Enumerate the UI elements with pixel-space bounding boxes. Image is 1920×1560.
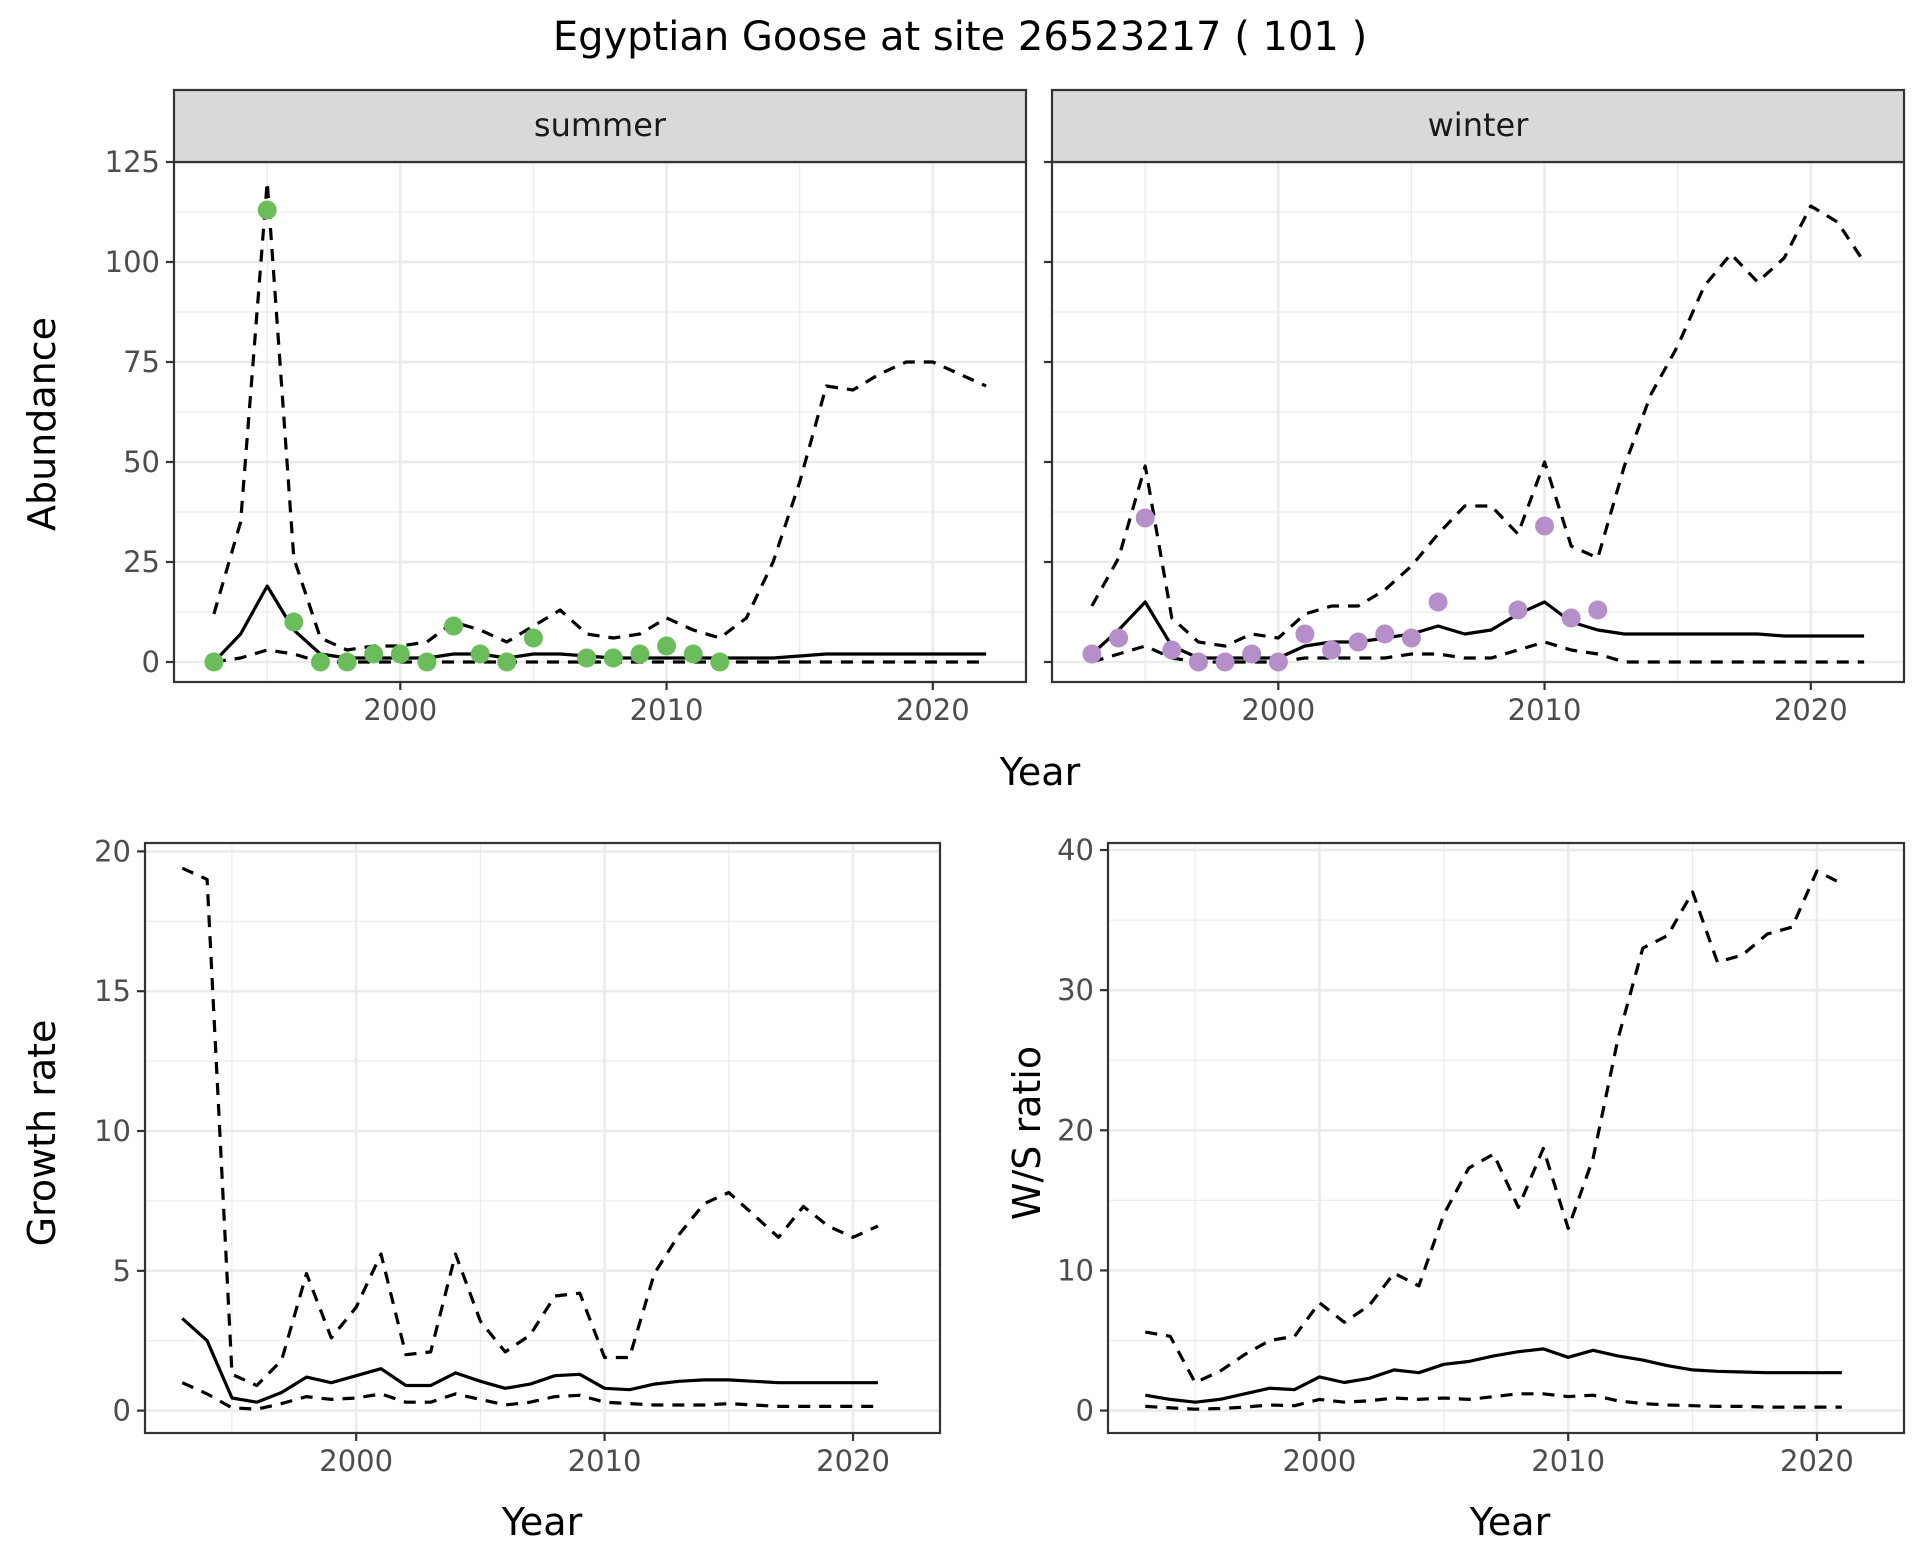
panel-winter: winter 2000 2010 2020 bbox=[1044, 88, 1906, 727]
winter-x-tick-label: 2020 bbox=[1774, 693, 1848, 727]
winter-observed-point bbox=[1535, 516, 1555, 536]
summer-x-tick-label: 2010 bbox=[630, 693, 704, 727]
ws-x-tick-label: 2000 bbox=[1283, 1444, 1357, 1478]
ws-y-tick-label: 0 bbox=[1076, 1394, 1094, 1428]
ws-y-tick-label: 30 bbox=[1057, 973, 1094, 1007]
summer-observed-point bbox=[284, 612, 304, 632]
winter-observed-point bbox=[1109, 628, 1129, 648]
summer-strip-label: summer bbox=[534, 106, 667, 144]
ws-y-tick-label: 20 bbox=[1057, 1113, 1094, 1147]
summer-observed-point bbox=[417, 652, 437, 672]
summer-observed-point bbox=[577, 648, 597, 668]
growth-y-tick-label: 5 bbox=[113, 1254, 131, 1288]
winter-observed-point bbox=[1082, 644, 1102, 664]
summer-y-tick-label: 125 bbox=[105, 145, 160, 179]
winter-observed-point bbox=[1295, 624, 1315, 644]
winter-observed-point bbox=[1508, 600, 1528, 620]
winter-observed-point bbox=[1561, 608, 1581, 628]
growth-x-axis-label: Year bbox=[501, 1500, 583, 1544]
growth-y-tick-label: 15 bbox=[94, 974, 131, 1008]
growth-plot-area bbox=[145, 843, 940, 1433]
growth-y-tick-label: 0 bbox=[113, 1394, 131, 1428]
growth-x-tick-label: 2020 bbox=[816, 1444, 890, 1478]
summer-observed-point bbox=[390, 644, 410, 664]
summer-y-tick-label: 100 bbox=[105, 245, 160, 279]
summer-y-tick-label: 50 bbox=[123, 445, 160, 479]
summer-observed-point bbox=[683, 644, 703, 664]
summer-y-tick-label: 0 bbox=[142, 645, 160, 679]
growth-y-tick-label: 20 bbox=[94, 834, 131, 868]
growth-upper-line bbox=[181, 866, 879, 1388]
summer-x-tick-label: 2020 bbox=[896, 693, 970, 727]
growth-lower-line bbox=[181, 1381, 878, 1411]
growth-panel-border bbox=[143, 841, 942, 1435]
winter-strip bbox=[1050, 88, 1906, 164]
growth-y-tick-label: 10 bbox=[94, 1114, 131, 1148]
panel-growth-rate: 2000 2010 2020 0 5 10 15 20 bbox=[94, 834, 942, 1478]
winter-observed-point bbox=[1428, 592, 1448, 612]
winter-observed-point bbox=[1348, 632, 1368, 652]
top-x-axis-label: Year bbox=[999, 750, 1081, 794]
winter-observed-point bbox=[1375, 624, 1395, 644]
summer-observed-point bbox=[523, 628, 543, 648]
summer-observed-point bbox=[364, 644, 384, 664]
ws-estimate-line bbox=[1145, 1347, 1842, 1404]
ws-x-tick-label: 2010 bbox=[1531, 1444, 1605, 1478]
ws-upper-line bbox=[1145, 869, 1843, 1385]
summer-strip bbox=[172, 88, 1028, 164]
winter-observed-point bbox=[1135, 508, 1155, 528]
summer-observed-point bbox=[630, 644, 650, 664]
panel-ws-ratio: 2000 2010 2020 0 10 20 30 40 bbox=[1057, 833, 1906, 1478]
summer-y-tick-label: 25 bbox=[123, 545, 160, 579]
winter-observed-point bbox=[1188, 652, 1208, 672]
ws-x-tick-label: 2020 bbox=[1780, 1444, 1854, 1478]
ws-y-axis-label: W/S ratio bbox=[1005, 1046, 1049, 1220]
winter-observed-point bbox=[1242, 644, 1262, 664]
panel-summer: summer 2000 2010 2020 0 25 50 75 100 125 bbox=[105, 88, 1028, 727]
abundance-y-axis-label: Abundance bbox=[20, 317, 64, 531]
summer-observed-point bbox=[470, 644, 490, 664]
winter-x-tick-label: 2010 bbox=[1508, 693, 1582, 727]
ws-x-axis-label: Year bbox=[1469, 1500, 1551, 1544]
summer-observed-point bbox=[444, 616, 464, 636]
summer-observed-point bbox=[603, 648, 623, 668]
summer-observed-point bbox=[204, 652, 224, 672]
winter-upper-line bbox=[1090, 204, 1866, 648]
ws-plot-area bbox=[1108, 843, 1904, 1433]
summer-plot-area bbox=[174, 162, 1026, 682]
growth-y-axis-label: Growth rate bbox=[20, 1020, 64, 1247]
summer-observed-point bbox=[497, 652, 517, 672]
winter-observed-point bbox=[1401, 628, 1421, 648]
winter-observed-point bbox=[1268, 652, 1288, 672]
summer-y-tick-label: 75 bbox=[123, 345, 160, 379]
summer-upper-line bbox=[212, 180, 987, 652]
chart-title: Egyptian Goose at site 26523217 ( 101 ) bbox=[553, 14, 1367, 60]
summer-observed-point bbox=[657, 636, 677, 656]
winter-x-tick-label: 2000 bbox=[1241, 693, 1315, 727]
ws-lower-line bbox=[1145, 1392, 1842, 1411]
winter-plot-area bbox=[1052, 162, 1904, 682]
summer-observed-point bbox=[337, 652, 357, 672]
winter-observed-point bbox=[1588, 600, 1608, 620]
winter-observed-point bbox=[1322, 640, 1342, 660]
ws-y-tick-label: 10 bbox=[1057, 1253, 1094, 1287]
ws-y-tick-label: 40 bbox=[1057, 833, 1094, 867]
growth-x-tick-label: 2010 bbox=[568, 1444, 642, 1478]
winter-observed-point bbox=[1162, 640, 1182, 660]
growth-estimate-line bbox=[181, 1317, 878, 1404]
summer-observed-point bbox=[310, 652, 330, 672]
summer-observed-point bbox=[710, 652, 730, 672]
ws-panel-border bbox=[1106, 841, 1906, 1435]
winter-observed-point bbox=[1215, 652, 1235, 672]
growth-x-tick-label: 2000 bbox=[319, 1444, 393, 1478]
winter-strip-label: winter bbox=[1428, 106, 1530, 144]
summer-observed-point bbox=[257, 200, 277, 220]
summer-x-tick-label: 2000 bbox=[363, 693, 437, 727]
